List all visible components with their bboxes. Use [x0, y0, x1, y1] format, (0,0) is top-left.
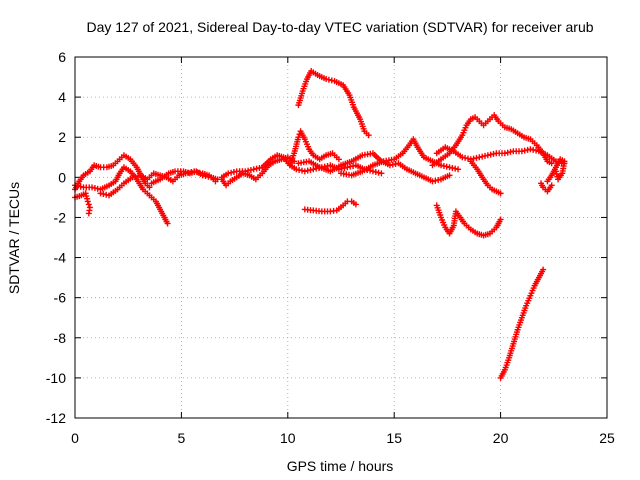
series-trace	[545, 157, 567, 183]
series-trace	[340, 138, 459, 178]
series-trace	[498, 268, 546, 379]
series-trace	[435, 145, 565, 166]
series-track-2	[72, 190, 93, 217]
series-trace	[304, 199, 357, 215]
series-track-16	[544, 156, 568, 185]
series-trace	[74, 191, 93, 214]
x-axis-label: GPS time / hours	[287, 458, 394, 474]
series-track-5	[148, 168, 221, 187]
series-trace	[150, 168, 219, 186]
series-track-13	[429, 112, 555, 169]
series-track-14	[433, 144, 568, 167]
series-trace	[298, 150, 451, 184]
series-track-11	[295, 150, 453, 185]
y-tick-label: -10	[46, 370, 66, 386]
series-track-18	[433, 202, 504, 239]
series-trace	[287, 130, 340, 166]
series-track-12	[338, 136, 462, 179]
y-tick-label: -8	[54, 330, 67, 346]
x-tick-label: 10	[280, 430, 296, 446]
y-tick-label: 2	[58, 129, 66, 145]
y-tick-label: 4	[58, 89, 66, 105]
x-tick-label: 25	[599, 430, 615, 446]
series-track-10	[301, 198, 359, 215]
series-trace	[434, 204, 503, 238]
y-axis-label: SDTVAR / TECUs	[6, 182, 22, 294]
series-track-19	[497, 266, 547, 381]
series-track-15	[467, 158, 504, 197]
y-tick-label: -4	[54, 250, 67, 266]
y-tick-label: 0	[58, 169, 66, 185]
y-tick-label: 6	[58, 49, 66, 65]
grid-lines	[75, 57, 607, 418]
x-tick-label: 5	[178, 430, 186, 446]
series-track-17	[538, 180, 555, 195]
series-track-3	[72, 164, 171, 227]
data-points	[72, 68, 568, 381]
series-track-9	[295, 68, 372, 139]
data-point	[301, 168, 308, 175]
series-track-8	[286, 128, 342, 169]
y-tick-label: -2	[54, 209, 67, 225]
y-tick-label: -6	[54, 290, 67, 306]
series-trace	[296, 69, 370, 137]
chart-title: Day 127 of 2021, Sidereal Day-to-day VTE…	[86, 19, 593, 35]
series-trace	[469, 160, 502, 196]
series-trace	[539, 182, 554, 193]
x-tick-label: 20	[493, 430, 509, 446]
x-tick-label: 0	[71, 430, 79, 446]
plot-frame	[74, 56, 608, 419]
axis-ticks	[74, 56, 608, 419]
series-track-1	[72, 152, 153, 193]
data-point	[455, 166, 462, 173]
y-tick-labels: -12 -10 -8 -6 -4 -2 0 2 4 6	[46, 49, 66, 426]
x-tick-labels: 0 5 10 15 20 25	[71, 430, 615, 446]
series-trace	[431, 114, 553, 167]
y-tick-label: -12	[46, 410, 66, 426]
x-tick-label: 15	[386, 430, 402, 446]
